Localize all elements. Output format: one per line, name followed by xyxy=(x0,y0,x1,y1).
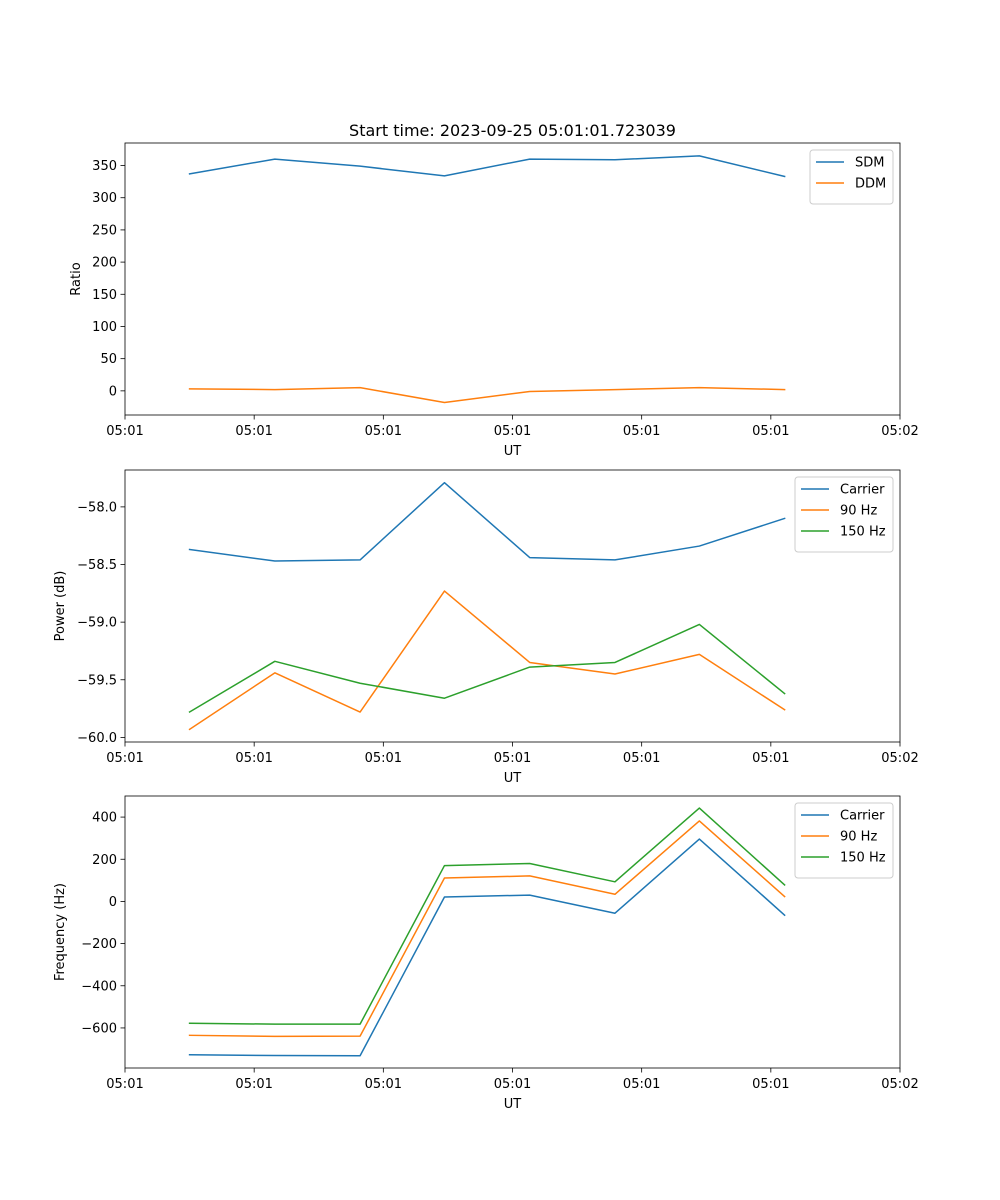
x-tick-label: 05:01 xyxy=(106,1077,143,1092)
series-line-90-hz xyxy=(188,820,786,1038)
x-tick-label: 05:01 xyxy=(494,424,531,439)
legend-label: 150 Hz xyxy=(840,525,886,540)
ratio-subplot: 05:01 05:01 05:01 05:01 05:01 05:01 05:02 0 50 10… xyxy=(69,121,919,459)
legend-label: SDM xyxy=(855,156,884,171)
x-tick-label: 05:01 xyxy=(752,424,789,439)
x-tick-label: 05:01 xyxy=(235,424,272,439)
y-tick-label: −59.5 xyxy=(77,673,117,688)
x-tick-label: 05:01 xyxy=(494,751,531,766)
y-tick-label: −60.0 xyxy=(77,731,117,746)
y-tick-label: 250 xyxy=(92,223,117,238)
series-line-carrier xyxy=(188,838,786,1057)
y-tick-label: −600 xyxy=(81,1021,117,1036)
x-tick-label: 05:01 xyxy=(365,424,402,439)
x-tick-label: 05:02 xyxy=(881,1077,918,1092)
x-tick-label: 05:01 xyxy=(623,424,660,439)
legend-frame xyxy=(794,802,894,879)
y-axis-label: Ratio xyxy=(69,262,84,295)
series-line-150-hz xyxy=(188,807,786,1025)
y-tick-label: −59.0 xyxy=(77,616,117,631)
y-tick-label: 200 xyxy=(92,256,117,271)
y-tick-label: 400 xyxy=(92,811,117,826)
x-tick-label: 05:01 xyxy=(365,751,402,766)
series-lines xyxy=(188,807,786,1057)
x-tick-label: 05:01 xyxy=(106,751,143,766)
y-tick-label: 50 xyxy=(100,352,117,367)
legend-label: 90 Hz xyxy=(840,830,877,845)
legend-frame xyxy=(809,149,894,205)
y-tick-label: 350 xyxy=(92,159,117,174)
x-tick-label: 05:01 xyxy=(106,424,143,439)
legend-label: Carrier xyxy=(840,483,885,498)
x-tick-label: 05:01 xyxy=(752,751,789,766)
x-tick-label: 05:02 xyxy=(881,424,918,439)
y-tick-label: −58.5 xyxy=(77,558,117,573)
x-tick-label: 05:01 xyxy=(235,1077,272,1092)
legend: Carrier 90 Hz 150 Hz xyxy=(794,802,894,879)
y-axis-label: Frequency (Hz) xyxy=(53,883,68,981)
legend-label: 150 Hz xyxy=(840,851,886,866)
frequency-subplot: 05:01 05:01 05:01 05:01 05:01 05:01 05:02 −600 −… xyxy=(53,795,919,1112)
y-tick-label: −200 xyxy=(81,937,117,952)
x-axis-label: UT xyxy=(504,1097,522,1112)
y-tick-label: −400 xyxy=(81,979,117,994)
y-tick-label: 0 xyxy=(109,384,117,399)
legend: SDM DDM xyxy=(809,149,894,205)
power-subplot: 05:01 05:01 05:01 05:01 05:01 05:01 05:02 −60.0… xyxy=(53,469,919,786)
legend-label: DDM xyxy=(855,177,886,192)
series-line-carrier xyxy=(188,481,786,562)
legend: Carrier 90 Hz 150 Hz xyxy=(794,476,894,553)
legend-label: Carrier xyxy=(840,809,885,824)
y-tick-label: 200 xyxy=(92,853,117,868)
y-tick-label: 300 xyxy=(92,191,117,206)
legend-frame xyxy=(794,476,894,553)
legend-label: 90 Hz xyxy=(840,504,877,519)
y-tick-label: 100 xyxy=(92,320,117,335)
series-line-90-hz xyxy=(188,590,786,731)
x-tick-label: 05:01 xyxy=(494,1077,531,1092)
x-tick-label: 05:01 xyxy=(235,751,272,766)
y-tick-label: 0 xyxy=(109,895,117,910)
series-lines xyxy=(188,155,786,404)
x-tick-label: 05:02 xyxy=(881,751,918,766)
x-tick-label: 05:01 xyxy=(365,1077,402,1092)
y-tick-label: 150 xyxy=(92,288,117,303)
y-axis-label: Power (dB) xyxy=(53,571,68,642)
x-tick-label: 05:01 xyxy=(752,1077,789,1092)
series-lines xyxy=(188,481,786,731)
x-tick-label: 05:01 xyxy=(623,1077,660,1092)
series-line-150-hz xyxy=(188,623,786,714)
series-line-sdm xyxy=(188,155,786,178)
chart-title: Start time: 2023-09-25 05:01:01.723039 xyxy=(349,121,676,140)
x-axis-label: UT xyxy=(504,444,522,459)
x-axis-label: UT xyxy=(504,771,522,786)
x-tick-label: 05:01 xyxy=(623,751,660,766)
series-line-ddm xyxy=(188,386,786,404)
y-tick-label: −58.0 xyxy=(77,500,117,515)
